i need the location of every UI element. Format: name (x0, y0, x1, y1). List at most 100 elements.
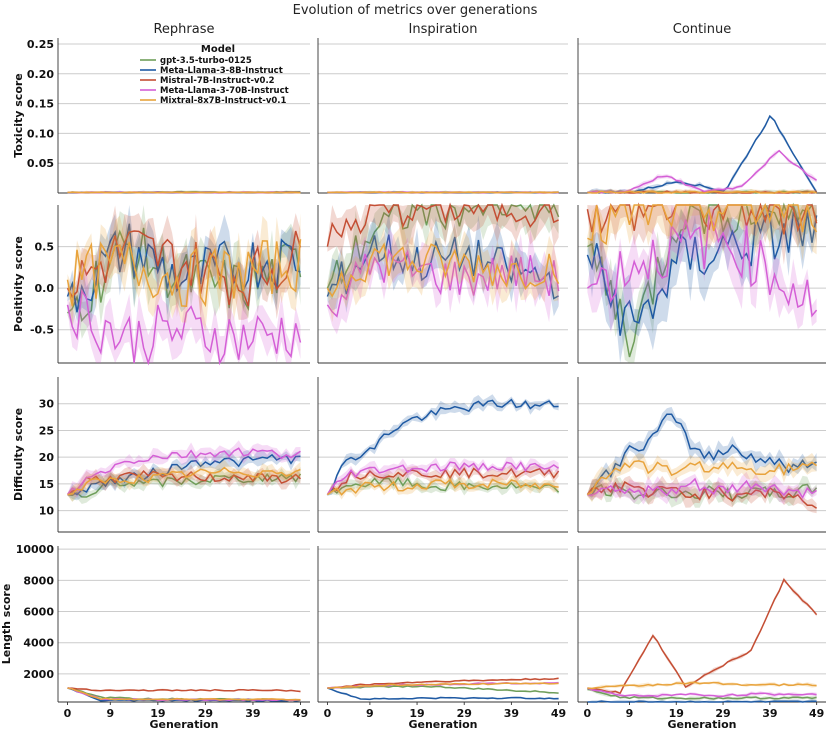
series-line (327, 687, 559, 701)
y-tick-label: 30 (39, 398, 55, 411)
series-line (326, 478, 559, 496)
series-line (326, 242, 560, 298)
confidence-band (587, 205, 817, 265)
y-tick-label: 0.25 (27, 38, 54, 51)
confidence-band (587, 205, 817, 363)
series-line (586, 481, 818, 509)
x-tick-label: 19 (669, 707, 684, 720)
x-tick-label: 49 (809, 707, 824, 720)
x-axis-label: Generation (149, 718, 218, 731)
y-tick-label: 15 (39, 478, 54, 491)
x-tick-label: 0 (584, 707, 592, 720)
panel-continue-row0 (577, 38, 826, 194)
x-tick-label: 9 (626, 707, 634, 720)
series-line (587, 202, 818, 246)
legend-entry: Meta-Llama-3-70B-Instruct (160, 86, 289, 96)
y-axis-label: Positivity score (12, 236, 25, 332)
panel-inspiration-row0 (317, 38, 568, 194)
panel-inspiration-row3: 0 9 19 29 39 49 Generation (317, 546, 568, 731)
y-tick-label: 10000 (16, 543, 55, 556)
y-tick-label: -0.5 (30, 324, 54, 337)
series-line (66, 447, 301, 496)
x-tick-label: 39 (504, 707, 519, 720)
y-tick-label: 0.20 (27, 68, 54, 81)
series-line (586, 214, 818, 318)
panel-rephrase-row2: 10 15 20 25 30 (39, 377, 310, 533)
series-line (587, 688, 817, 700)
series-line (327, 682, 559, 689)
column-title-continue: Continue (673, 22, 731, 37)
series-line (327, 677, 559, 689)
series-line (67, 687, 301, 702)
x-tick-label: 0 (64, 707, 72, 720)
panel-continue-row3: 0 9 19 29 39 49 Generation (577, 546, 826, 731)
series-line (67, 466, 301, 496)
legend: Modelgpt-3.5-turbo-0125Meta-Llama-3-8B-I… (140, 44, 289, 106)
series-line (326, 203, 560, 289)
series-line (67, 453, 301, 496)
series-line (587, 681, 817, 690)
panel-rephrase-row0: 0.05 0.10 0.15 0.20 0.25 (27, 38, 310, 194)
x-tick-label: 49 (551, 707, 566, 720)
confidence-band (67, 466, 301, 504)
confidence-band (327, 205, 559, 301)
series-line (587, 687, 817, 698)
y-tick-label: 0.0 (35, 282, 55, 295)
confidence-band (67, 205, 301, 335)
x-tick-label: 0 (324, 707, 332, 720)
confidence-band (587, 475, 817, 508)
legend-entry: Mixtral-8x7B-Instruct-v0.1 (160, 96, 286, 106)
confidence-band (587, 205, 817, 333)
confidence-band (587, 205, 817, 363)
series-line (66, 239, 302, 308)
series-line (586, 211, 818, 336)
series-line (326, 202, 559, 247)
y-axis-label: Toxicity score (12, 73, 25, 158)
legend-entry: Mistral-7B-Instruct-v0.2 (160, 76, 275, 86)
series-line (66, 288, 302, 366)
series-line (587, 700, 817, 703)
series-line (326, 467, 560, 496)
series-line (587, 578, 818, 695)
panel-continue-row2 (577, 377, 826, 533)
confidence-band (67, 213, 301, 331)
panel-continue-row1 (577, 202, 826, 364)
confidence-band (67, 459, 301, 502)
series-line (587, 477, 817, 500)
y-tick-label: 0.10 (27, 127, 54, 140)
y-tick-label: 0.5 (35, 241, 55, 254)
column-title-inspiration: Inspiration (409, 22, 478, 37)
series-line (326, 248, 560, 318)
y-tick-label: 10 (39, 505, 55, 518)
series-line (587, 460, 818, 496)
y-tick-label: 6000 (23, 606, 54, 619)
chart-title: Evolution of metrics over generations (293, 3, 538, 18)
x-tick-label: 49 (293, 707, 308, 720)
panel-inspiration-row1 (317, 202, 568, 364)
x-tick-label: 29 (198, 707, 213, 720)
y-tick-label: 2000 (23, 668, 54, 681)
x-axis-label: Generation (667, 718, 736, 731)
series-line (66, 230, 302, 307)
confidence-band (587, 680, 817, 690)
panel-rephrase-row1: -0.5 0.0 0.5 (30, 205, 310, 366)
confidence-band (587, 205, 817, 270)
x-axis-label: Generation (408, 718, 477, 731)
series-line (326, 398, 559, 496)
y-axis-label: Length score (0, 584, 13, 665)
x-tick-label: 9 (106, 707, 114, 720)
panel-inspiration-row2 (317, 377, 568, 533)
confidence-band (327, 474, 559, 500)
confidence-band (67, 205, 301, 339)
y-tick-label: 25 (39, 424, 54, 437)
y-axis-label: Difficulty score (12, 408, 25, 501)
y-tick-label: 4000 (23, 637, 54, 650)
confidence-band (327, 205, 559, 256)
confidence-band (587, 577, 817, 695)
y-tick-label: 0.15 (27, 98, 54, 111)
x-tick-label: 19 (409, 707, 424, 720)
series-line (67, 191, 301, 194)
series-line (326, 461, 560, 496)
x-tick-label: 29 (715, 707, 730, 720)
